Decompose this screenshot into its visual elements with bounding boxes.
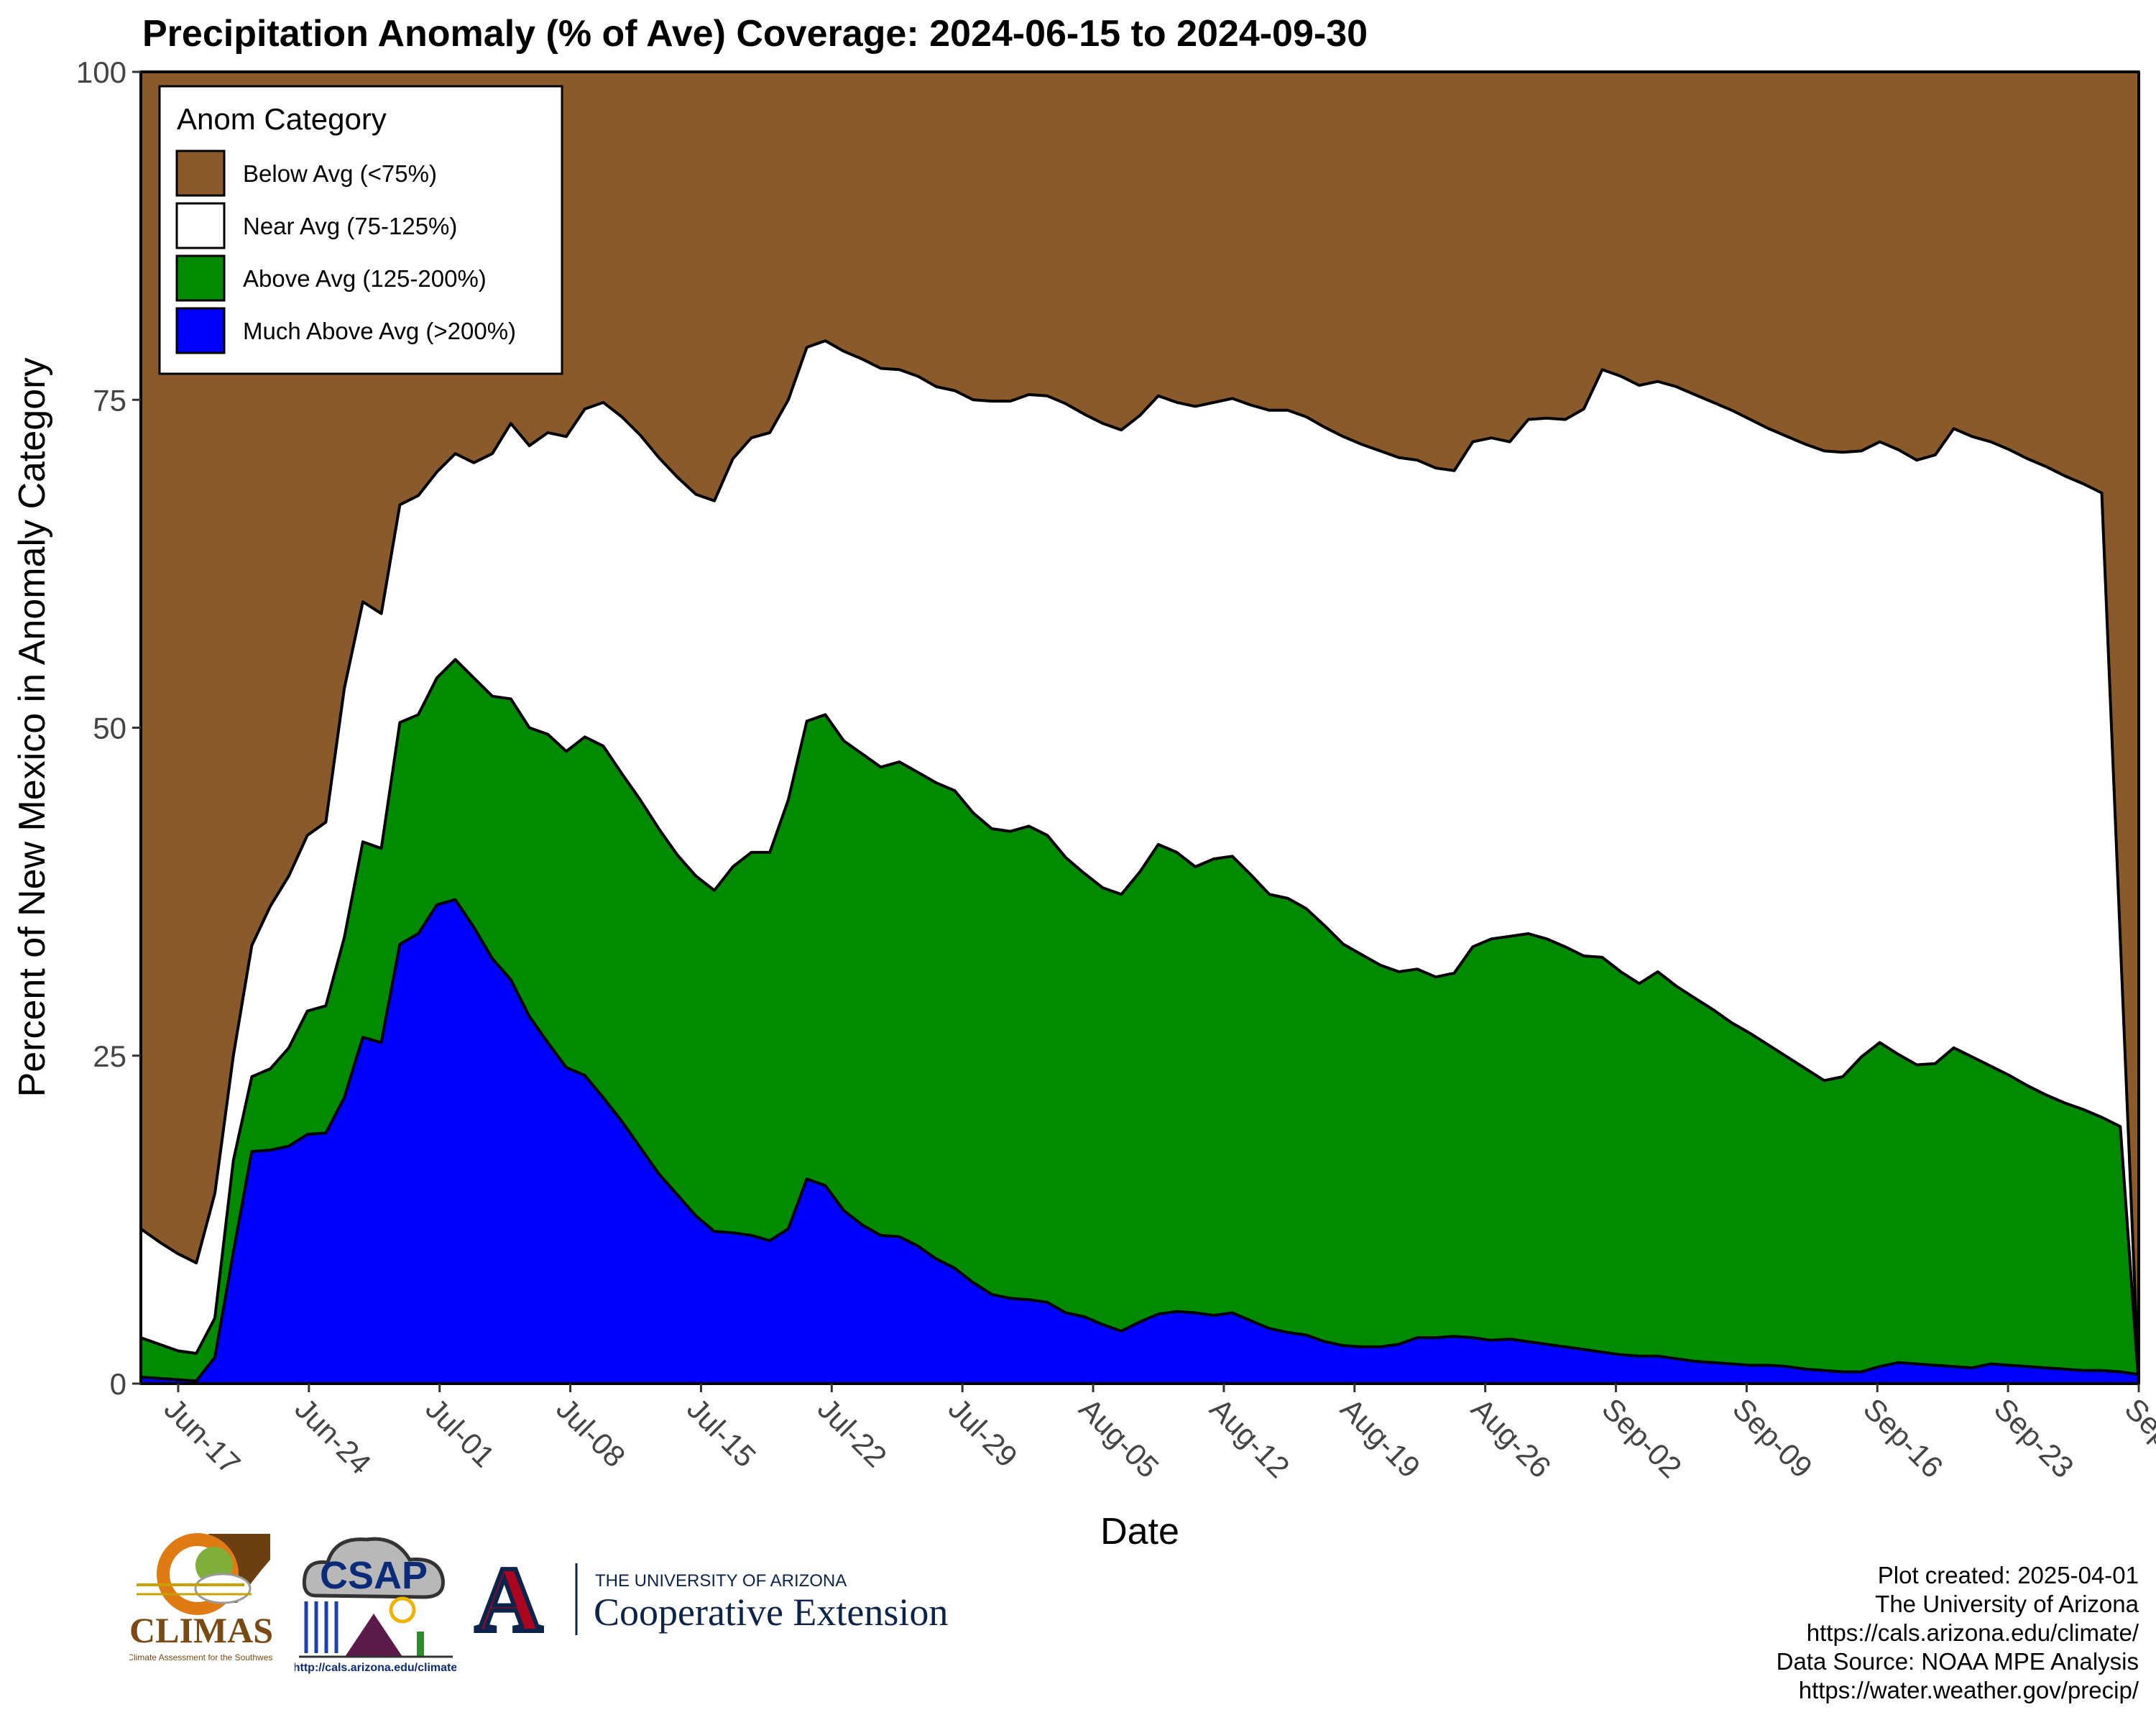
y-tick-label: 75 (93, 383, 126, 417)
y-tick-label: 50 (93, 712, 126, 745)
legend-swatch (175, 202, 226, 249)
legend-swatch (175, 150, 226, 197)
credit-line: The University of Arizona (1875, 1591, 2139, 1617)
climas-subtitle: Climate Assessment for the Southwest (129, 1652, 273, 1662)
credit-line: Plot created: 2025-04-01 (1877, 1562, 2139, 1588)
y-ticks: 0 25 50 75 100 (76, 55, 141, 1401)
chart-title: Precipitation Anomaly (% of Ave) Coverag… (142, 13, 1368, 55)
legend-label: Below Avg (<75%) (243, 160, 437, 187)
x-tick-label: Aug-05 (1073, 1392, 1166, 1484)
csap-url: http://cals.arizona.edu/climate (295, 1662, 456, 1674)
x-tick-label: Jul-22 (811, 1392, 893, 1473)
credits: Plot created: 2025-04-01 The University … (1777, 1561, 2139, 1705)
x-tick-label: Jul-01 (419, 1392, 501, 1473)
x-ticks: Jun-17 Jun-24 Jul-01 Jul-08 Jul-15 Jul-22 Jul-… (158, 1384, 2156, 1484)
plot-area (139, 70, 2140, 1385)
y-tick-label: 0 (110, 1367, 126, 1401)
x-tick-label: Sep-30 (2119, 1392, 2156, 1484)
legend-title: Anom Category (177, 102, 387, 136)
legend-entries: Below Avg (<75%) Near Avg (75-125%) Above … (175, 150, 516, 354)
area-much-above-avg (139, 898, 2140, 1385)
credit-line: Data Source: NOAA MPE Analysis (1776, 1648, 2139, 1675)
credit-line: https://water.weather.gov/precip/ (1798, 1677, 2139, 1703)
x-tick-label: Jul-29 (942, 1392, 1024, 1473)
legend-box (158, 85, 563, 375)
legend-label: Near Avg (75-125%) (243, 213, 457, 239)
legend-label: Much Above Avg (>200%) (243, 318, 516, 344)
x-tick-label: Jun-17 (158, 1392, 247, 1481)
x-tick-label: Sep-09 (1726, 1392, 1819, 1484)
x-tick-label: Sep-16 (1857, 1392, 1950, 1484)
ua-cooperative-extension-logo: A THE UNIVERSITY OF ARIZONA Cooperative … (470, 1556, 948, 1642)
csap-name: CSAP (320, 1554, 428, 1597)
x-tick-label: Aug-12 (1204, 1392, 1296, 1484)
legend-swatch (175, 307, 226, 354)
legend-swatch (175, 254, 226, 302)
x-tick-label: Sep-02 (1595, 1392, 1688, 1484)
ua-cooperative-extension: Cooperative Extension (594, 1591, 948, 1634)
x-tick-label: Jun-24 (288, 1392, 377, 1481)
y-tick-label: 25 (93, 1039, 126, 1073)
y-axis-label: Percent of New Mexico in Anomaly Categor… (11, 358, 53, 1098)
x-tick-label: Jul-08 (550, 1392, 632, 1473)
climas-logo: CLIMAS Climate Assessment for the Southw… (129, 1533, 273, 1662)
x-tick-label: Aug-26 (1465, 1392, 1557, 1484)
csap-logo: CSAP http://cals.arizona.edu/climate (295, 1537, 456, 1674)
legend: Anom Category Below Avg (<75%) Near Avg (… (158, 85, 563, 375)
ua-name: THE UNIVERSITY OF ARIZONA (595, 1571, 847, 1591)
ua-block-a: A (475, 1556, 543, 1642)
x-tick-label: Jul-15 (681, 1392, 763, 1473)
legend-label: Above Avg (125-200%) (243, 265, 487, 292)
climas-name: CLIMAS (129, 1610, 273, 1650)
rain-lines (304, 1601, 338, 1653)
y-tick-label: 100 (76, 55, 126, 89)
credit-line: https://cals.arizona.edu/climate/ (1806, 1619, 2139, 1646)
x-axis-label: Date (1100, 1511, 1179, 1552)
x-tick-label: Sep-23 (1988, 1392, 2081, 1484)
x-tick-label: Aug-19 (1334, 1392, 1427, 1484)
